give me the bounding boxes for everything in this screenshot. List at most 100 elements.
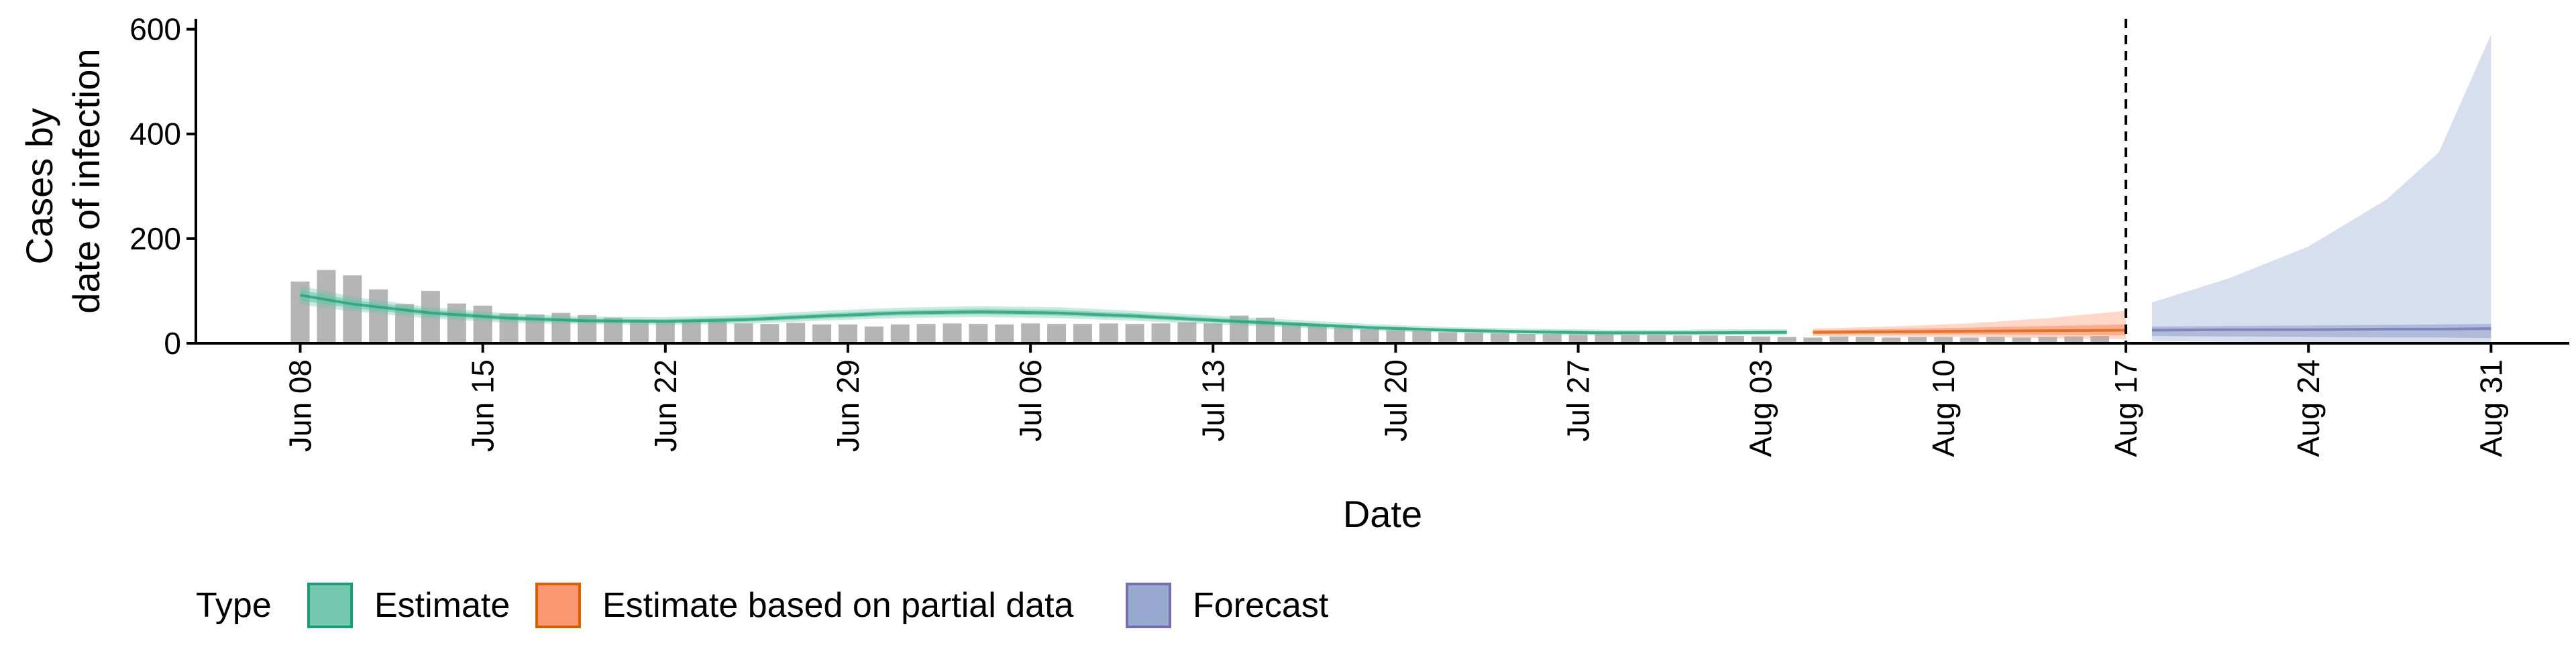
bar — [1281, 324, 1301, 343]
x-tick-label: Aug 31 — [2473, 359, 2508, 457]
y-tick-label: 400 — [129, 117, 181, 152]
legend-key-2 — [1126, 583, 1171, 628]
bar — [1334, 327, 1353, 343]
bar — [1882, 337, 1901, 343]
bar — [1673, 335, 1693, 343]
band-50-series-2 — [2151, 324, 2491, 339]
x-tick-label: Jun 22 — [648, 359, 683, 452]
bar — [1542, 333, 1562, 343]
x-tick-label: Aug 24 — [2291, 359, 2326, 457]
bar — [421, 290, 440, 343]
bar — [1986, 337, 2005, 343]
bar — [1073, 324, 1092, 343]
x-tick-label: Jul 27 — [1561, 359, 1596, 442]
bar — [343, 275, 362, 343]
x-tick-label: Aug 10 — [1926, 359, 1961, 457]
bar — [1908, 337, 1927, 343]
bar — [890, 324, 910, 343]
y-tick-label: 0 — [164, 326, 181, 361]
bar — [1568, 334, 1588, 343]
bar — [864, 327, 883, 343]
bar — [1047, 324, 1067, 343]
bar — [317, 270, 336, 343]
bar — [1177, 322, 1197, 343]
bar — [2012, 337, 2031, 343]
bar — [1699, 335, 1718, 343]
x-tick-label: Jun 29 — [830, 359, 865, 452]
legend-title: Type — [196, 586, 272, 625]
y-tick-label: 600 — [129, 12, 181, 47]
bar — [1856, 337, 1875, 343]
bar — [1647, 335, 1666, 343]
bar — [1203, 323, 1223, 343]
bar — [1151, 323, 1171, 343]
bar — [1412, 331, 1432, 343]
x-tick-label: Aug 17 — [2108, 359, 2143, 457]
bar — [760, 324, 780, 343]
y-axis-title-line-1: Cases by — [18, 108, 60, 264]
x-tick-label: Jun 15 — [466, 359, 500, 452]
bar — [1621, 335, 1640, 343]
bar — [838, 324, 857, 343]
y-tick-label: 200 — [129, 221, 181, 256]
x-tick-label: Jul 06 — [1013, 359, 1048, 442]
bar — [1438, 332, 1458, 343]
median-line-series-2 — [2151, 327, 2491, 332]
x-tick-label: Jun 08 — [283, 359, 318, 452]
bar — [1751, 336, 1770, 343]
x-axis-title: Date — [1343, 493, 1422, 535]
bar — [943, 323, 962, 343]
bar — [2064, 336, 2084, 343]
legend-key-1 — [535, 583, 581, 628]
x-tick-label: Aug 03 — [1743, 359, 1778, 457]
bar — [1777, 337, 1796, 343]
legend-label-2: Forecast — [1193, 586, 1329, 625]
x-tick-label: Jul 13 — [1195, 359, 1230, 442]
bar — [1464, 333, 1484, 343]
bar — [369, 289, 388, 343]
legend-key-0 — [307, 583, 353, 628]
bands-layer — [300, 34, 2491, 343]
bar — [708, 321, 727, 343]
y-axis-title: Cases by date of infection — [18, 48, 107, 313]
bar — [1803, 337, 1823, 343]
bar — [786, 322, 806, 343]
bar — [447, 303, 466, 343]
bar — [1386, 330, 1405, 343]
bar — [2038, 337, 2057, 343]
bar — [682, 320, 701, 343]
bar — [1360, 329, 1379, 343]
bar — [1490, 333, 1509, 343]
bar — [734, 323, 753, 343]
legend-label-1: Estimate based on partial data — [602, 586, 1074, 625]
bar — [2090, 336, 2110, 343]
bar — [1021, 323, 1040, 343]
bar — [629, 320, 649, 343]
bar — [916, 324, 936, 343]
bar — [1307, 325, 1327, 343]
x-tick-label: Jul 20 — [1378, 359, 1413, 442]
y-axis-title-line-2: date of infection — [65, 48, 107, 313]
legend-label-0: Estimate — [374, 586, 510, 625]
bar — [1516, 333, 1536, 343]
bar — [1595, 334, 1614, 343]
bar — [655, 321, 675, 343]
legend: Type Estimate Estimate based on partial d… — [196, 583, 1329, 628]
bar — [1125, 324, 1144, 343]
bar — [995, 324, 1014, 343]
band-90-series-2 — [2151, 34, 2491, 343]
bar — [1725, 336, 1744, 343]
bar — [969, 324, 988, 343]
bar — [1829, 336, 1849, 343]
median-line-series-1 — [1813, 329, 2127, 334]
median-line-series-0 — [300, 294, 1787, 335]
bars-layer — [290, 270, 2110, 343]
bar — [1960, 337, 1979, 343]
bar — [812, 324, 832, 343]
axes-layer: 0 200 400 600 Jun 08 Jun 15 Jun 22 Jun 29 Jul 06… — [129, 12, 2569, 457]
bar — [1099, 323, 1118, 343]
bar — [473, 305, 492, 343]
bar — [1933, 337, 1953, 343]
